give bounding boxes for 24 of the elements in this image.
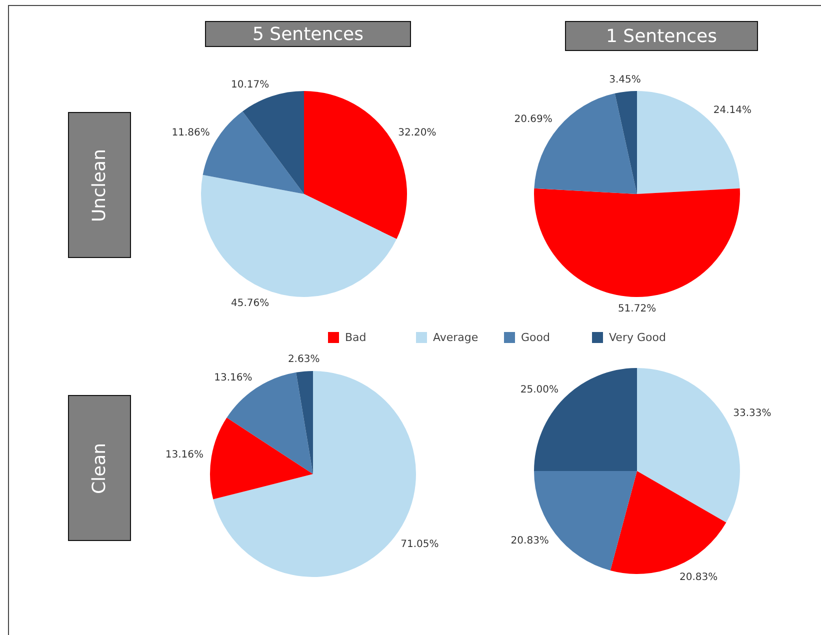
text: Unclean bbox=[89, 148, 110, 222]
data-label: 13.16% bbox=[165, 450, 204, 461]
legend-label: Very Good bbox=[609, 331, 666, 344]
data-label: 11.86% bbox=[172, 128, 210, 139]
data-label: 20.69% bbox=[514, 114, 552, 126]
data-label: 51.72% bbox=[618, 304, 656, 315]
legend-label: Average bbox=[433, 331, 478, 344]
data-label: 32.20% bbox=[398, 128, 436, 139]
data-label: 20.83% bbox=[510, 536, 549, 547]
text: Clean bbox=[89, 442, 110, 494]
data-label: 10.17% bbox=[230, 79, 270, 90]
legend-label: Good bbox=[521, 331, 550, 344]
data-label: 71.05% bbox=[400, 539, 439, 550]
chart-title: 5 Sentences bbox=[205, 21, 411, 47]
data-label: 45.76% bbox=[230, 298, 270, 309]
data-label: 13.16% bbox=[214, 372, 252, 384]
data-label: 24.14% bbox=[713, 105, 752, 116]
chart-title: 1 Sentences bbox=[565, 21, 758, 51]
data-label: 20.83% bbox=[679, 572, 718, 583]
data-label: 3.45% bbox=[609, 74, 641, 86]
data-label: 25.00% bbox=[520, 384, 559, 396]
data-label: 2.63% bbox=[288, 354, 320, 365]
data-label: 33.33% bbox=[733, 408, 772, 420]
legend-label: Bad bbox=[345, 331, 366, 344]
